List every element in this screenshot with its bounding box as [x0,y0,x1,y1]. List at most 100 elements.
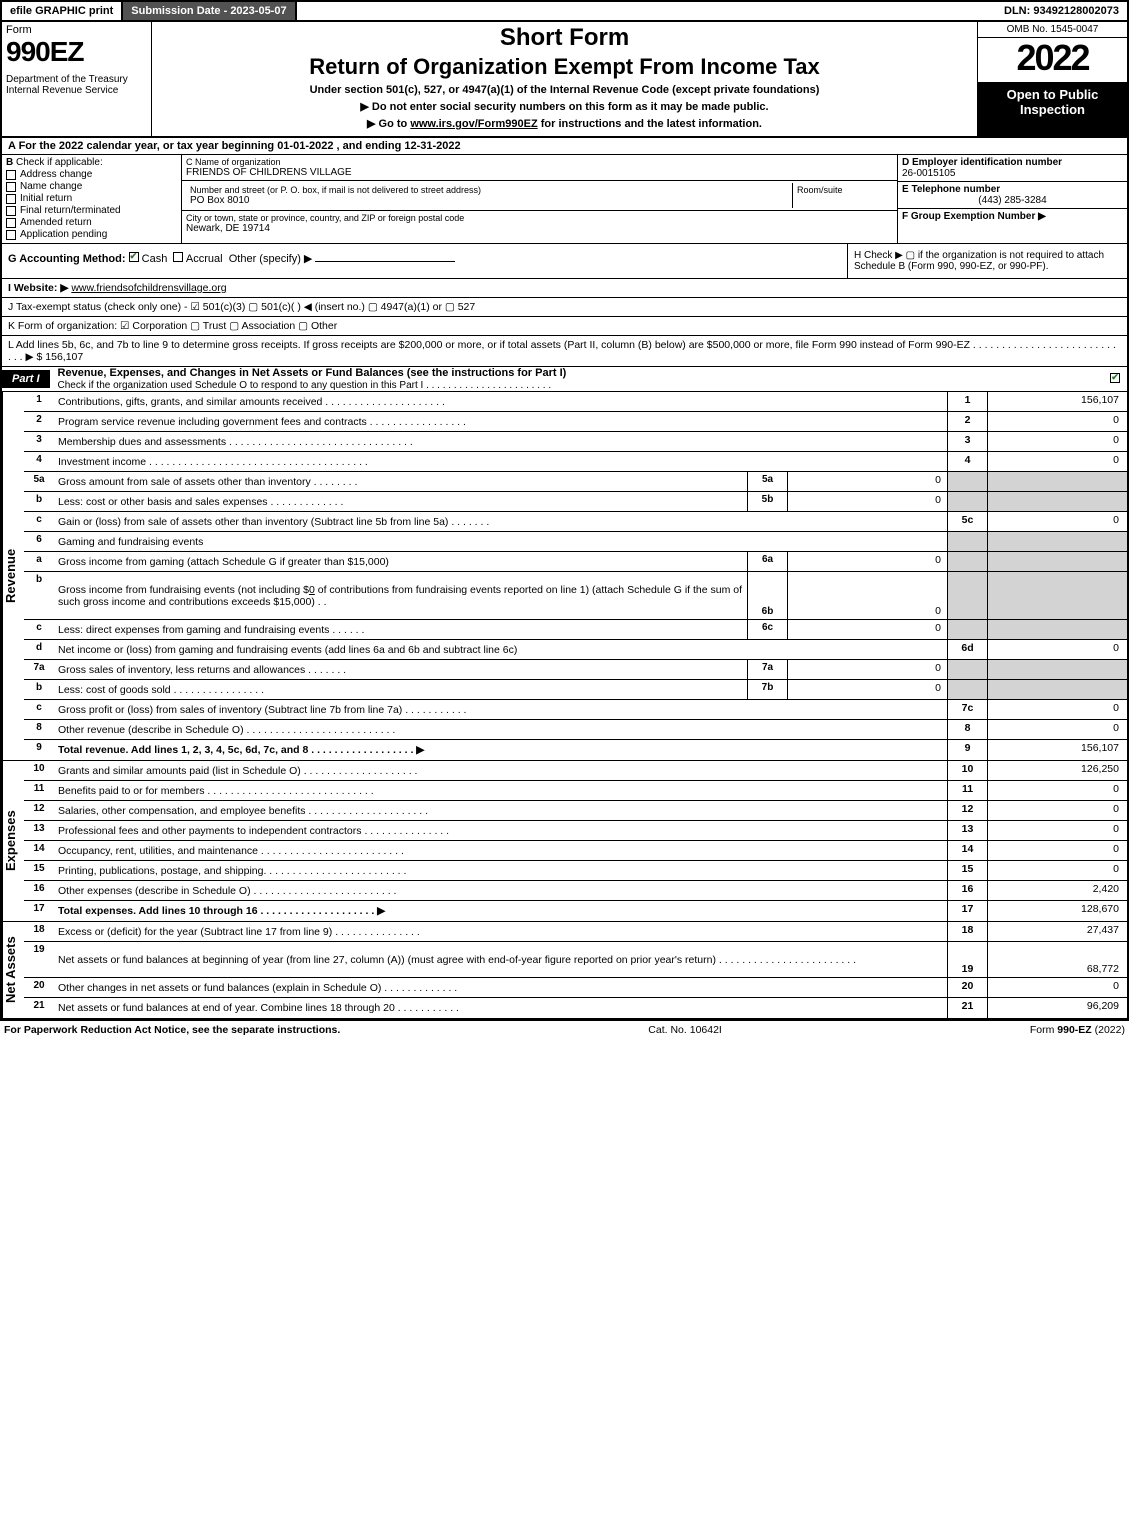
part-1-header: Part I Revenue, Expenses, and Changes in… [0,367,1129,392]
ein-value: 26-0015105 [902,168,955,179]
revenue-section: Revenue 1Contributions, gifts, grants, a… [0,392,1129,761]
line-3: 3Membership dues and assessments . . . .… [24,432,1127,452]
chk-initial-return[interactable]: Initial return [6,193,177,204]
line-10: 10Grants and similar amounts paid (list … [24,761,1127,781]
row-gh: G Accounting Method: Cash Accrual Other … [0,244,1129,279]
subtitle-3: ▶ Go to www.irs.gov/Form990EZ for instru… [158,117,971,130]
line-4: 4Investment income . . . . . . . . . . .… [24,452,1127,472]
revenue-vlabel: Revenue [2,392,24,760]
line-7a: 7aGross sales of inventory, less returns… [24,660,1127,680]
c-street-row: Number and street (or P. O. box, if mail… [182,181,897,211]
line-6: 6Gaming and fundraising events [24,532,1127,552]
org-street: PO Box 8010 [190,195,788,206]
line-11: 11Benefits paid to or for members . . . … [24,781,1127,801]
line-18: 18Excess or (deficit) for the year (Subt… [24,922,1127,942]
line-6d: dNet income or (loss) from gaming and fu… [24,640,1127,660]
dln: DLN: 93492128002073 [996,2,1127,20]
g-cash: Cash [142,253,168,265]
c-name-label: C Name of organization [186,157,893,167]
g-other: Other (specify) ▶ [229,253,313,265]
omb-number: OMB No. 1545-0047 [978,22,1127,38]
page-footer: For Paperwork Reduction Act Notice, see … [0,1020,1129,1036]
chk-address-change[interactable]: Address change [6,169,177,180]
b-label: B [6,157,13,168]
line-14: 14Occupancy, rent, utilities, and mainte… [24,841,1127,861]
chk-cash[interactable] [129,252,139,262]
l-value: 156,107 [45,351,83,363]
subtitle-1: Under section 501(c), 527, or 4947(a)(1)… [158,84,971,96]
h-schedule-b: H Check ▶ ▢ if the organization is not r… [847,244,1127,278]
row-a-tax-year: A For the 2022 calendar year, or tax yea… [0,138,1129,155]
form-word: Form [6,24,147,36]
line-21: 21Net assets or fund balances at end of … [24,998,1127,1018]
row-l-gross-receipts: L Add lines 5b, 6c, and 7b to line 9 to … [0,336,1129,367]
phone-value: (443) 285-3284 [902,195,1123,206]
line-7c: cGross profit or (loss) from sales of in… [24,700,1127,720]
g-accounting: G Accounting Method: Cash Accrual Other … [2,244,847,278]
col-b-checkboxes: B Check if applicable: Address change Na… [2,155,182,243]
line-5c: cGain or (loss) from sale of assets othe… [24,512,1127,532]
col-c-org-info: C Name of organization FRIENDS OF CHILDR… [182,155,897,243]
irs-link[interactable]: www.irs.gov/Form990EZ [410,118,537,130]
line-20: 20Other changes in net assets or fund ba… [24,978,1127,998]
c-city-label: City or town, state or province, country… [186,213,893,223]
line-5b: bLess: cost or other basis and sales exp… [24,492,1127,512]
net-assets-vlabel: Net Assets [2,922,24,1018]
sub3-pre: ▶ Go to [367,118,410,130]
cat-no: Cat. No. 10642I [648,1024,722,1036]
g-accrual: Accrual [186,253,223,265]
chk-application-pending[interactable]: Application pending [6,229,177,240]
chk-accrual[interactable] [173,252,183,262]
short-form-title: Short Form [158,24,971,52]
chk-name-change[interactable]: Name change [6,181,177,192]
part-1-title: Revenue, Expenses, and Changes in Net As… [58,367,1103,391]
line-2: 2Program service revenue including gover… [24,412,1127,432]
net-assets-section: Net Assets 18Excess or (deficit) for the… [0,922,1129,1020]
line-12: 12Salaries, other compensation, and empl… [24,801,1127,821]
chk-final-return[interactable]: Final return/terminated [6,205,177,216]
col-def: D Employer identification number 26-0015… [897,155,1127,243]
line-9: 9Total revenue. Add lines 1, 2, 3, 4, 5c… [24,740,1127,760]
c-city: City or town, state or province, country… [182,211,897,236]
line-19: 19Net assets or fund balances at beginni… [24,942,1127,978]
line-15: 15Printing, publications, postage, and s… [24,861,1127,881]
line-17: 17Total expenses. Add lines 10 through 1… [24,901,1127,921]
part-1-tab: Part I [2,370,50,388]
f-group-exemption: F Group Exemption Number ▶ [898,209,1127,224]
i-label: I Website: ▶ [8,282,68,294]
tax-year: 2022 [978,38,1127,83]
submission-date: Submission Date - 2023-05-07 [123,2,296,20]
sub3-post: for instructions and the latest informat… [538,118,762,130]
c-name: C Name of organization FRIENDS OF CHILDR… [182,155,897,181]
line-8: 8Other revenue (describe in Schedule O) … [24,720,1127,740]
org-city: Newark, DE 19714 [186,223,893,234]
website-link[interactable]: www.friendsofchildrensvillage.org [71,282,226,294]
efile-print[interactable]: efile GRAPHIC print [2,2,123,20]
expenses-section: Expenses 10Grants and similar amounts pa… [0,761,1129,922]
top-bar: efile GRAPHIC print Submission Date - 20… [0,0,1129,22]
paperwork-notice: For Paperwork Reduction Act Notice, see … [4,1024,340,1036]
dept-treasury: Department of the Treasury Internal Reve… [6,74,147,96]
line-1: 1Contributions, gifts, grants, and simil… [24,392,1127,412]
line-7b: bLess: cost of goods sold . . . . . . . … [24,680,1127,700]
chk-amended-return[interactable]: Amended return [6,217,177,228]
section-bcdef: B Check if applicable: Address change Na… [0,155,1129,244]
part-1-sub: Check if the organization used Schedule … [58,380,552,391]
expenses-vlabel: Expenses [2,761,24,921]
line-5a: 5aGross amount from sale of assets other… [24,472,1127,492]
line-6c: cLess: direct expenses from gaming and f… [24,620,1127,640]
line-6b: bGross income from fundraising events (n… [24,572,1127,620]
e-phone: E Telephone number (443) 285-3284 [898,182,1127,209]
g-other-blank[interactable] [315,250,455,262]
row-k-form-org: K Form of organization: ☑ Corporation ▢ … [0,317,1129,336]
f-label: F Group Exemption Number ▶ [902,211,1046,222]
part-1-checkbox[interactable] [1103,373,1127,386]
header-right: OMB No. 1545-0047 2022 Open to Public In… [977,22,1127,136]
line-16: 16Other expenses (describe in Schedule O… [24,881,1127,901]
form-number: 990EZ [6,36,147,68]
org-name: FRIENDS OF CHILDRENS VILLAGE [186,167,893,178]
d-ein: D Employer identification number 26-0015… [898,155,1127,182]
form-header: Form 990EZ Department of the Treasury In… [0,22,1129,138]
line-13: 13Professional fees and other payments t… [24,821,1127,841]
e-label: E Telephone number [902,184,1000,195]
